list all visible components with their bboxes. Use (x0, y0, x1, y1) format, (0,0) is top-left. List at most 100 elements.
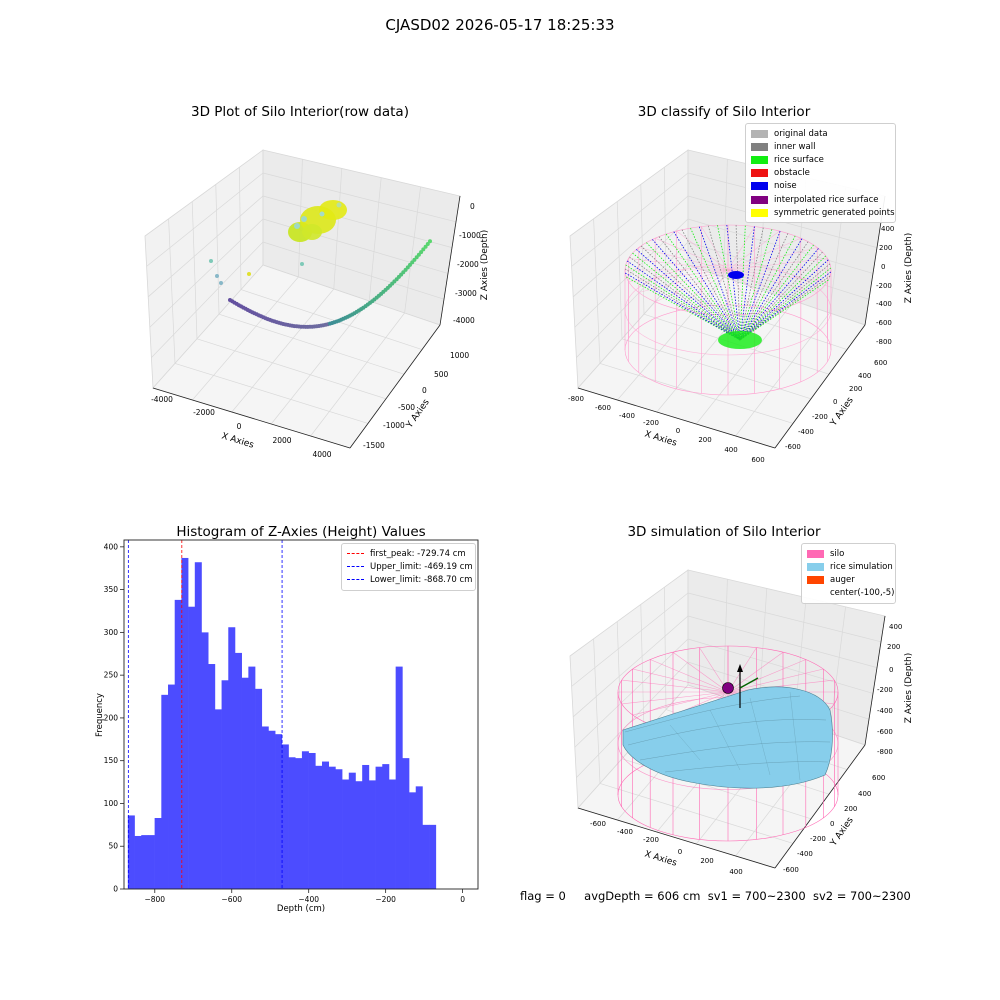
sim-ztick: -400 (877, 707, 893, 715)
raw-ztick: -3000 (455, 289, 477, 298)
legend-item: Lower_limit: -868.70 cm (347, 573, 472, 586)
histogram-bar (221, 680, 229, 889)
histogram-y-axis-label: Frequency (95, 693, 105, 737)
raw-ztick: 0 (470, 202, 475, 211)
histogram-y-tick-label: 250 (104, 671, 119, 680)
classify-legend: original data inner wall rice surface ob… (745, 123, 896, 224)
histogram-bar (395, 666, 403, 889)
histogram-title: Histogram of Z-Axies (Height) Values (176, 524, 426, 540)
histogram-x-tick-label: −400 (298, 895, 319, 904)
legend-swatch (807, 589, 824, 597)
histogram-y-tick-label: 300 (104, 628, 119, 637)
histogram-bar (241, 677, 249, 889)
status-sv2: sv2 = 700~2300 (812, 889, 911, 903)
histogram-y-tick-label: 100 (104, 799, 119, 808)
status-sv1: sv1 = 700~2300 (707, 889, 806, 903)
legend-swatch (751, 155, 768, 164)
cls-ytick: 400 (858, 372, 871, 380)
sim-ztick: -200 (877, 686, 893, 694)
cls-ztick: -200 (876, 282, 892, 290)
legend-item: center(-100,-5) (807, 587, 894, 600)
cls-ztick: -400 (876, 300, 892, 308)
histogram-chart: −800 −600 −400 −200 0 0 50 100 150 200 250 300 350 4… (95, 539, 479, 914)
raw-ytick: 1000 (450, 351, 469, 360)
legend-swatch (751, 129, 768, 138)
sim-xtick: -400 (617, 828, 633, 836)
raw-x-axis-label: X Axies (220, 431, 255, 450)
legend-item: interpolated rice surface (751, 193, 890, 206)
legend-swatch (751, 182, 768, 191)
cls-ytick: -200 (812, 413, 828, 421)
raw-xtick: -4000 (151, 395, 173, 404)
histogram-y-tick-label: 0 (113, 885, 118, 894)
histogram-bar (375, 766, 383, 889)
raw-ztick: -1000 (459, 231, 481, 240)
sim-ytick: -600 (783, 866, 799, 874)
histogram-bar (322, 761, 330, 889)
legend-line (347, 579, 364, 581)
classify-x-ticks: -800 -600 -400 -200 0 200 400 600 (568, 395, 765, 464)
histogram-y-tick-label: 150 (104, 756, 119, 765)
simulation-y-ticks: 600 400 200 0 -200 -400 -600 (783, 774, 885, 874)
legend-item: rice simulation (807, 560, 893, 573)
histogram-bar (422, 824, 430, 889)
histogram-y-tick-label: 350 (104, 585, 119, 594)
cls-xtick: 600 (751, 456, 764, 464)
simulation-3d-plot: -600 -400 -200 0 200 400 X Axies 600 400… (569, 569, 914, 876)
classify-panel-title: 3D classify of Silo Interior (637, 104, 811, 120)
raw-z-axis-label: Z Axies (Depth) (480, 230, 490, 301)
histogram-y-ticks: 0 50 100 150 200 250 300 350 400 (104, 542, 124, 894)
histogram-bar (281, 744, 289, 889)
raw-ytick: -1500 (363, 441, 385, 450)
histogram-bar (301, 751, 309, 889)
legend-swatch (751, 195, 768, 204)
raw-ztick: -4000 (453, 316, 475, 325)
legend-swatch (751, 169, 768, 178)
sim-ytick: -400 (797, 850, 813, 858)
sim-xtick: -600 (590, 820, 606, 828)
raw-data-point-cluster (209, 200, 347, 285)
histogram-bar (147, 835, 155, 889)
sim-ytick: 200 (844, 805, 857, 813)
cls-xtick: 400 (724, 446, 737, 454)
cls-ytick: -400 (798, 428, 814, 436)
histogram-y-tick-label: 200 (104, 713, 119, 722)
histogram-bar (429, 824, 437, 889)
legend-item: rice surface (751, 153, 890, 166)
sim-ytick: -200 (810, 835, 826, 843)
simulation-legend: silo rice simulation auger center(-100,-… (801, 543, 896, 604)
histogram-bar (234, 652, 242, 889)
histogram-bar (348, 772, 356, 889)
legend-item: auger (807, 573, 890, 586)
histogram-bar (315, 765, 323, 889)
cls-ztick: 200 (879, 244, 892, 252)
sim-ytick: 400 (858, 790, 871, 798)
status-line: flag = 0 avgDepth = 606 cm sv1 = 700~230… (520, 889, 911, 903)
histogram-x-axis-label: Depth (cm) (277, 904, 325, 914)
histogram-x-tick-label: −200 (375, 895, 396, 904)
raw-xtick: 0 (237, 422, 242, 431)
simulation-panel-title: 3D simulation of Silo Interior (627, 524, 821, 540)
legend-label: Upper_limit: -469.19 cm (370, 561, 473, 572)
raw-ytick: 0 (422, 386, 427, 395)
legend-item: obstacle (751, 167, 890, 180)
legend-label: noise (774, 181, 797, 192)
histogram-bar (342, 779, 350, 889)
legend-line (347, 553, 364, 555)
histogram-bar (168, 684, 176, 889)
classify-point-rays (624, 224, 832, 349)
raw-ytick: 500 (434, 370, 449, 379)
histogram-bar (275, 734, 283, 889)
legend-item: original data (751, 127, 890, 140)
histogram-x-tick-label: 0 (460, 895, 465, 904)
histogram-bar (308, 752, 316, 889)
simulation-auger (722, 664, 759, 708)
histogram-bar (368, 780, 376, 889)
cls-xtick: 200 (698, 436, 711, 444)
cls-xtick: -600 (595, 404, 611, 412)
sim-ztick: 400 (889, 623, 902, 631)
raw-xtick: 2000 (272, 436, 291, 445)
raw-data-point-arc (228, 239, 432, 329)
raw-z-ticks: 0 -1000 -2000 -3000 -4000 (453, 202, 481, 325)
histogram-legend: first_peak: -729.74 cm Upper_limit: -469… (341, 543, 476, 591)
